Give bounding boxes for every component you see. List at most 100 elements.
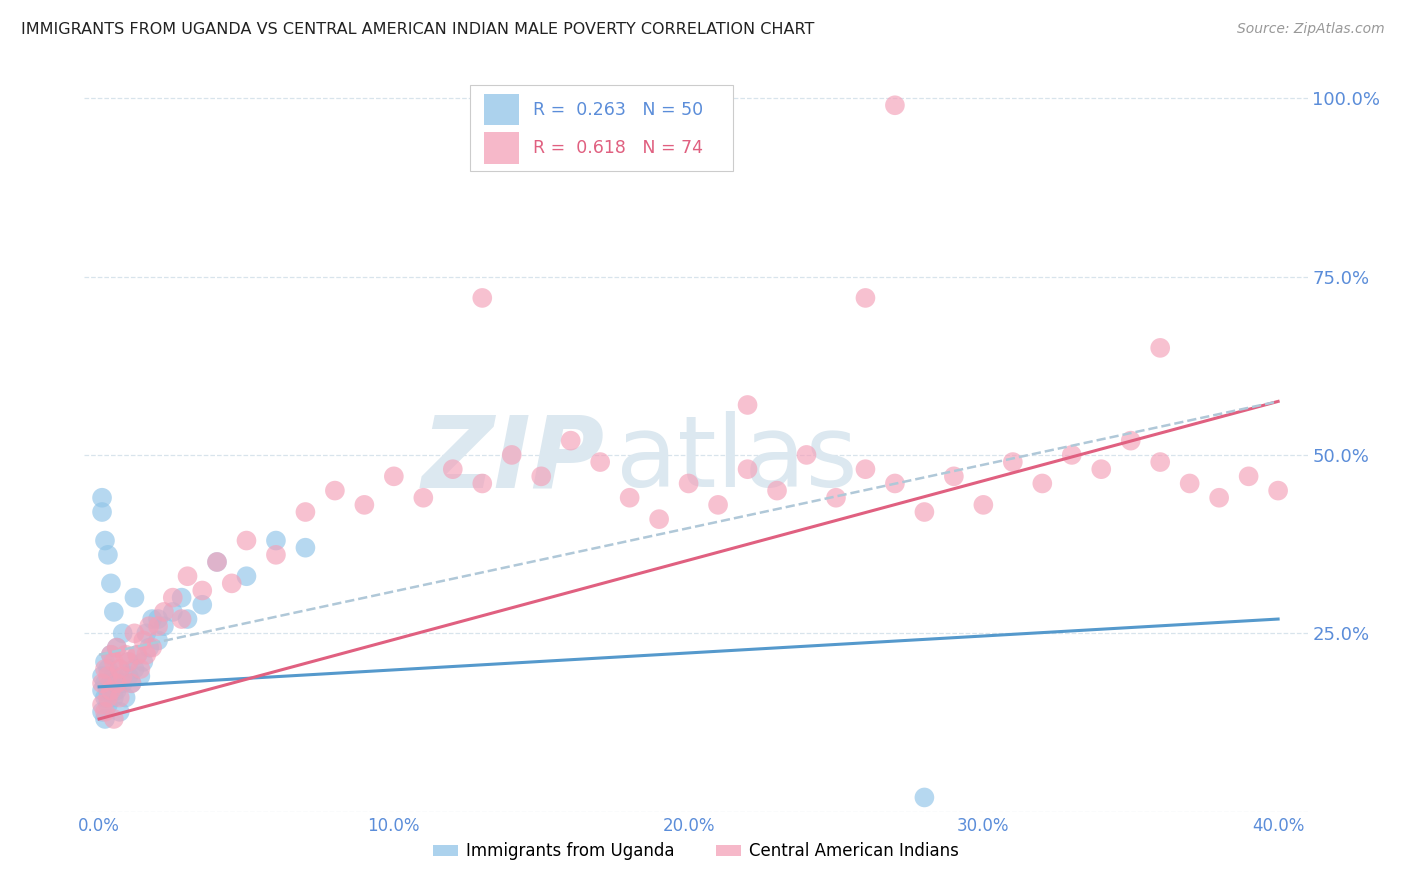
- Point: [855, 462, 877, 476]
- Point: [796, 448, 818, 462]
- Point: [678, 476, 700, 491]
- Point: [855, 291, 877, 305]
- Point: [117, 669, 139, 683]
- Point: [97, 698, 120, 712]
- Point: [264, 533, 287, 548]
- Point: [121, 676, 143, 690]
- Point: [323, 483, 346, 498]
- Point: [108, 690, 131, 705]
- Point: [105, 683, 128, 698]
- Point: [97, 548, 120, 562]
- Point: [471, 476, 494, 491]
- Point: [412, 491, 434, 505]
- Point: [825, 491, 848, 505]
- Text: R =  0.618   N = 74: R = 0.618 N = 74: [533, 139, 703, 157]
- Text: ZIP: ZIP: [422, 411, 605, 508]
- Point: [972, 498, 994, 512]
- Point: [108, 662, 131, 676]
- Point: [108, 705, 131, 719]
- Point: [441, 462, 464, 476]
- Point: [121, 676, 143, 690]
- Point: [100, 648, 122, 662]
- Point: [100, 576, 122, 591]
- Point: [1149, 341, 1171, 355]
- Point: [176, 569, 198, 583]
- Point: [264, 548, 287, 562]
- Point: [91, 491, 114, 505]
- Point: [124, 591, 146, 605]
- Point: [530, 469, 553, 483]
- Point: [1031, 476, 1053, 491]
- Point: [1208, 491, 1230, 505]
- Point: [176, 612, 198, 626]
- Point: [707, 498, 730, 512]
- Legend: Immigrants from Uganda, Central American Indians: Immigrants from Uganda, Central American…: [426, 836, 966, 867]
- Point: [141, 640, 163, 655]
- Text: R =  0.263   N = 50: R = 0.263 N = 50: [533, 101, 703, 119]
- Point: [94, 712, 117, 726]
- Point: [108, 662, 131, 676]
- Text: Source: ZipAtlas.com: Source: ZipAtlas.com: [1237, 22, 1385, 37]
- Point: [560, 434, 582, 448]
- Bar: [484, 94, 519, 126]
- Point: [153, 619, 176, 633]
- Point: [132, 655, 155, 669]
- Point: [1060, 448, 1083, 462]
- Point: [191, 583, 214, 598]
- Point: [94, 690, 117, 705]
- Text: IMMIGRANTS FROM UGANDA VS CENTRAL AMERICAN INDIAN MALE POVERTY CORRELATION CHART: IMMIGRANTS FROM UGANDA VS CENTRAL AMERIC…: [21, 22, 814, 37]
- Point: [105, 676, 128, 690]
- Text: atlas: atlas: [616, 411, 858, 508]
- Point: [111, 676, 134, 690]
- Point: [105, 640, 128, 655]
- Point: [129, 669, 152, 683]
- Point: [103, 690, 125, 705]
- Point: [235, 569, 257, 583]
- Point: [884, 476, 907, 491]
- Point: [912, 505, 935, 519]
- Point: [766, 483, 789, 498]
- Point: [1237, 469, 1260, 483]
- Point: [138, 640, 160, 655]
- Point: [111, 626, 134, 640]
- Point: [94, 533, 117, 548]
- Point: [141, 612, 163, 626]
- Point: [138, 619, 160, 633]
- Point: [91, 705, 114, 719]
- Point: [132, 633, 155, 648]
- Point: [100, 648, 122, 662]
- Point: [91, 698, 114, 712]
- Point: [127, 648, 149, 662]
- Point: [1090, 462, 1112, 476]
- Bar: [484, 132, 519, 163]
- Point: [162, 591, 184, 605]
- Point: [97, 683, 120, 698]
- Point: [105, 640, 128, 655]
- Point: [111, 669, 134, 683]
- Point: [97, 669, 120, 683]
- Point: [97, 690, 120, 705]
- Point: [94, 662, 117, 676]
- Point: [91, 676, 114, 690]
- Point: [353, 498, 375, 512]
- Point: [221, 576, 243, 591]
- Point: [94, 676, 117, 690]
- Point: [170, 612, 193, 626]
- Point: [1001, 455, 1024, 469]
- Point: [94, 705, 117, 719]
- Point: [91, 683, 114, 698]
- Point: [235, 533, 257, 548]
- Point: [619, 491, 641, 505]
- Point: [103, 712, 125, 726]
- Point: [129, 662, 152, 676]
- FancyBboxPatch shape: [470, 85, 733, 171]
- Point: [737, 462, 759, 476]
- Point: [103, 669, 125, 683]
- Point: [94, 655, 117, 669]
- Point: [942, 469, 965, 483]
- Point: [114, 648, 136, 662]
- Point: [912, 790, 935, 805]
- Point: [91, 669, 114, 683]
- Point: [382, 469, 405, 483]
- Point: [146, 612, 169, 626]
